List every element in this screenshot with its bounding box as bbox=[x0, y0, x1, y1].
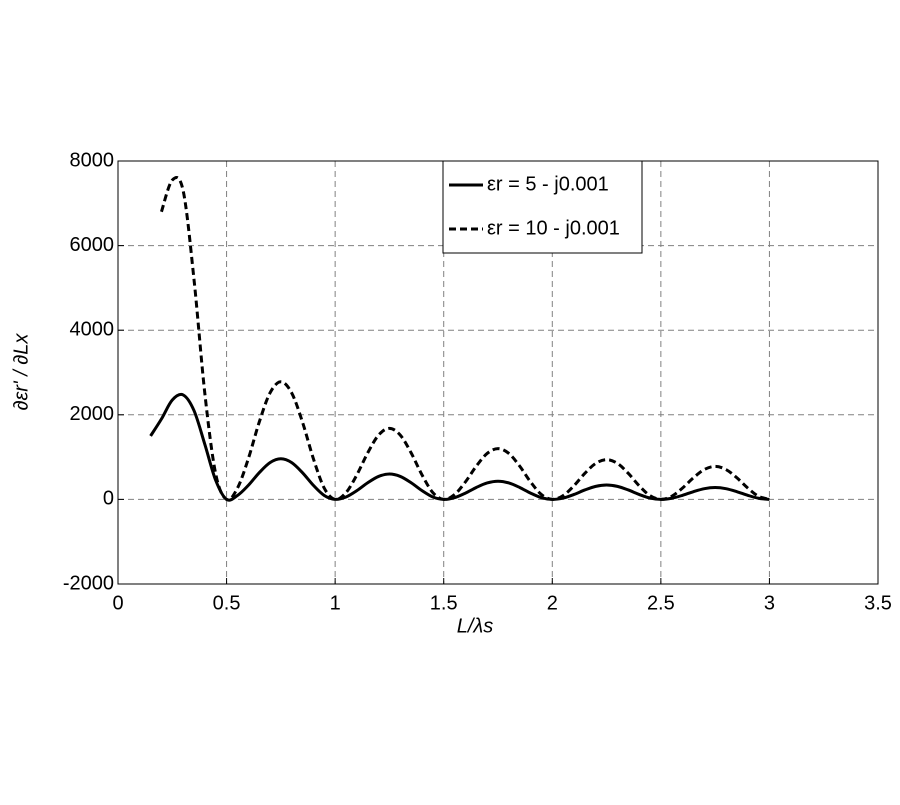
y-tick-label: -2000 bbox=[63, 572, 114, 594]
x-tick-label: 0 bbox=[112, 592, 123, 614]
y-tick-label: 4000 bbox=[70, 318, 115, 340]
legend-label: εr = 5 - j0.001 bbox=[487, 173, 609, 195]
x-tick-label: 2 bbox=[547, 592, 558, 614]
y-tick-label: 8000 bbox=[70, 149, 115, 171]
x-axis-label: L/λs bbox=[457, 615, 494, 637]
x-tick-label: 3.5 bbox=[864, 592, 892, 614]
y-tick-label: 6000 bbox=[70, 234, 115, 256]
y-axis-label: ∂εr' / ∂Lx bbox=[10, 333, 32, 411]
legend-box bbox=[442, 160, 643, 254]
x-tick-label: 0.5 bbox=[213, 592, 241, 614]
series-line bbox=[160, 176, 770, 502]
x-tick-label: 3 bbox=[764, 592, 775, 614]
legend-label: εr = 10 - j0.001 bbox=[487, 217, 620, 239]
y-tick-label: 2000 bbox=[70, 403, 115, 425]
x-tick-label: 1.5 bbox=[430, 592, 458, 614]
x-tick-label: 1 bbox=[330, 592, 341, 614]
y-tick-label: 0 bbox=[103, 488, 114, 510]
x-tick-label: 2.5 bbox=[647, 592, 675, 614]
